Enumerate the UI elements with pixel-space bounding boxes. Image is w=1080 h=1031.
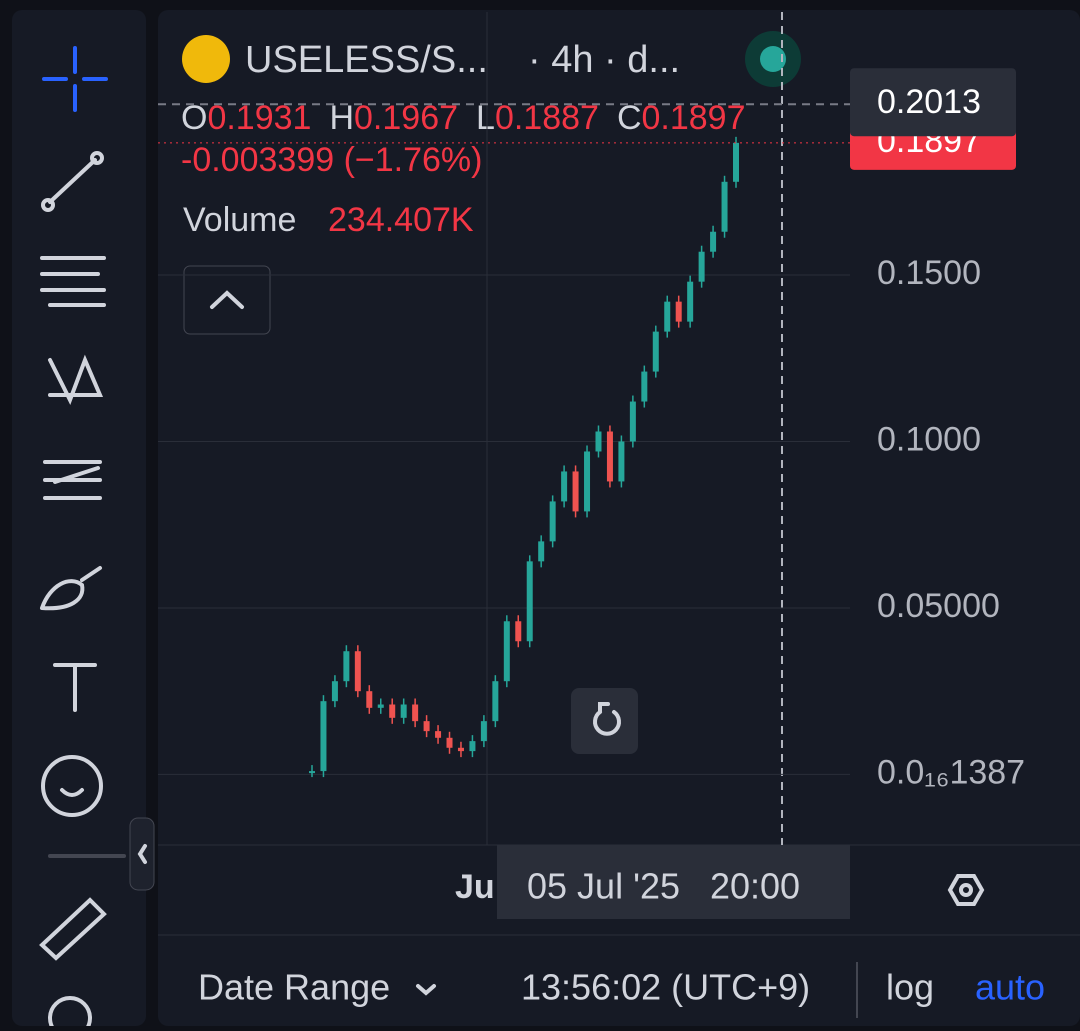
ohlc: O0.1931 H0.1967 L0.1887 C0.1897 [181,99,746,137]
candle [377,704,384,708]
candle [412,704,419,722]
crosshair-time: 05 Jul '25 20:00 [527,866,800,907]
candle [721,181,728,232]
candle [480,721,487,742]
candle [629,401,636,442]
candle [526,561,533,642]
candle [664,301,671,332]
candle [492,681,499,722]
candle [733,142,739,182]
candle [652,331,659,372]
candle [538,541,545,562]
candle [400,704,407,718]
collapse-button[interactable] [183,265,271,335]
auto-toggle[interactable]: auto [975,967,1045,1008]
candle [675,301,682,322]
candle [710,231,717,252]
candle [446,737,453,748]
candle [435,731,442,738]
clock: 13:56:02 (UTC+9) [521,967,810,1008]
date-range[interactable]: Date Range [198,967,390,1008]
candle [595,431,602,452]
log-toggle[interactable]: log [886,967,934,1008]
y-tick-label: 0.1500 [877,254,981,292]
coin-icon [182,35,230,83]
candle [584,451,591,512]
candle [641,371,648,402]
candle [366,691,373,708]
candle [561,471,568,502]
x-label: Ju [455,868,495,906]
candle [572,471,579,512]
candle [606,431,613,482]
candle [698,251,705,282]
volume-value: 234.407K [328,201,474,239]
chart-panel [158,10,1080,1026]
y-tick-label: 0.0₁₆1387 [877,753,1025,791]
candle [343,651,350,682]
candle [354,651,361,692]
candle [469,741,476,752]
y-tick-label: 0.1000 [877,420,981,458]
interval: · 4h · d... [528,39,680,81]
symbol: USELESS/S... [245,39,488,81]
candle [515,621,522,642]
change: -0.003399 (−1.76%) [181,141,482,179]
candle [309,771,315,774]
tool-icons [39,46,155,1031]
y-tick-label: 0.05000 [877,587,1000,625]
reset-button[interactable] [571,688,638,754]
crosshair-price: 0.2013 [877,83,981,121]
candle [320,701,327,772]
candle [331,681,338,702]
candle [503,621,510,682]
candle [457,747,464,752]
crosshair-box [850,68,1016,137]
candle [389,704,396,718]
volume-label: Volume [183,201,296,239]
candle [618,441,625,482]
candle [423,721,430,732]
candle [687,281,694,322]
time-box [497,845,850,919]
candle [549,501,556,542]
toolbar [12,10,146,1026]
